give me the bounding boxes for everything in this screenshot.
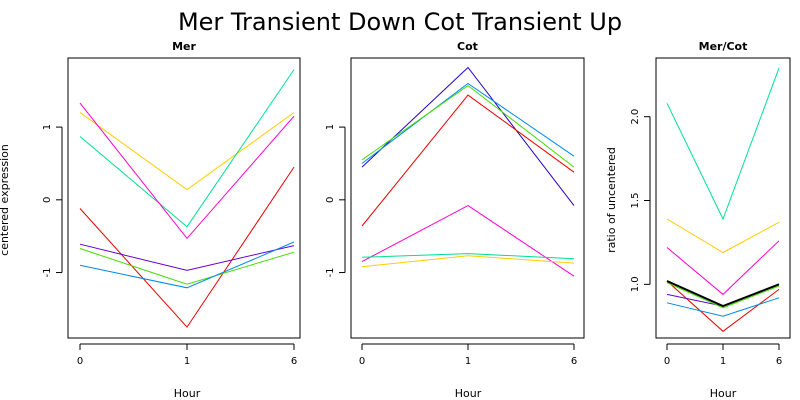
x-tick-label: 6 (571, 356, 577, 367)
panel-title: Mer/Cot (699, 40, 748, 53)
series-line (79, 112, 295, 191)
series-line (666, 218, 780, 254)
series-line (666, 297, 780, 317)
series-line (361, 253, 575, 260)
panel-1: Cot 0 1 6 Hour -1 0 1 (325, 40, 585, 400)
plot-frame (655, 57, 791, 339)
y-tick-label: 1.5 (630, 193, 641, 209)
series-line (79, 243, 295, 271)
y-tick-label: -1 (42, 268, 53, 278)
x-tick-label: 1 (184, 356, 190, 367)
x-axis-label: Hour (455, 387, 482, 400)
series-line (79, 69, 295, 228)
series-line (361, 255, 575, 268)
x-axis-label: Hour (174, 387, 201, 400)
series-line (666, 240, 780, 296)
y-tick-label: 0 (325, 197, 336, 203)
series-line (79, 241, 295, 289)
series-line (361, 205, 575, 277)
y-tick-label: 0 (42, 197, 53, 203)
y-axis-label: centered expression (0, 144, 11, 256)
figure-title: Mer Transient Down Cot Transient Up (178, 8, 622, 36)
y-tick-label: 2.0 (630, 109, 641, 125)
panel-0: Mer 0 1 6 Hour -1 0 1 centered expression (0, 40, 301, 400)
series-line (666, 280, 780, 308)
plot-frame (350, 57, 585, 339)
panel-title: Cot (457, 40, 478, 53)
x-tick-label: 0 (77, 356, 83, 367)
series-line (361, 66, 575, 206)
y-tick-label: -1 (325, 268, 336, 278)
x-tick-label: 6 (776, 356, 782, 367)
series-line (361, 82, 575, 164)
series-line (79, 102, 295, 240)
x-tick-label: 0 (664, 356, 670, 367)
panel-title: Mer (172, 40, 196, 53)
series-line (666, 280, 780, 332)
y-axis-label: ratio of uncentered (605, 147, 618, 253)
x-axis-label: Hour (710, 387, 737, 400)
series-line (361, 94, 575, 227)
y-tick-label: 1 (42, 124, 53, 130)
x-tick-label: 1 (465, 356, 471, 367)
x-tick-label: 6 (291, 356, 297, 367)
series-line (79, 248, 295, 285)
y-tick-label: 1.0 (630, 276, 641, 292)
series-line (666, 282, 780, 309)
panel-2: Mer/Cot 0 1 6 Hour 1.0 1.5 2.0 ratio of uncenter… (605, 40, 791, 400)
x-tick-label: 0 (359, 356, 365, 367)
x-tick-label: 1 (720, 356, 726, 367)
y-tick-label: 1 (325, 124, 336, 130)
series-line (79, 166, 295, 328)
series-line (361, 84, 575, 168)
series-line (666, 67, 780, 221)
chart-panels: Mer 0 1 6 Hour -1 0 1 centered expression Cot 0 1 6 H… (0, 40, 791, 400)
plot-frame (67, 57, 301, 339)
